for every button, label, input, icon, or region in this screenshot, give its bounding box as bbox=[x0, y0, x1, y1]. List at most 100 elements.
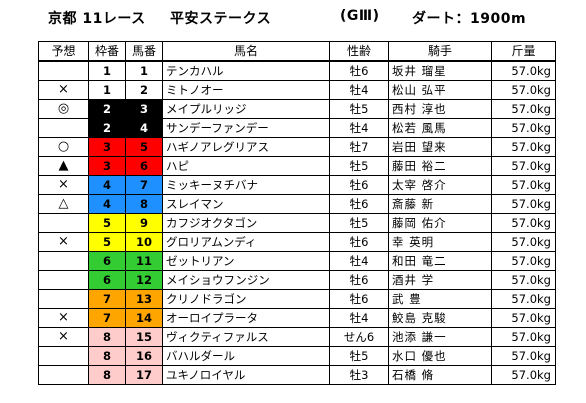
col-sex-age: 性齢 bbox=[329, 41, 389, 62]
col-frame: 枠番 bbox=[88, 41, 126, 62]
frame-number: 2 bbox=[88, 118, 126, 138]
horse-name: グロリアムンディ bbox=[162, 232, 330, 252]
table-row: × 5 10 グロリアムンディ 牡6 幸 英明 57.0kg bbox=[38, 232, 556, 252]
jockey-name: 斎藤 新 bbox=[388, 194, 492, 214]
carried-weight: 57.0kg bbox=[491, 327, 556, 347]
carried-weight: 57.0kg bbox=[491, 80, 556, 100]
sex-age: 牡6 bbox=[329, 175, 389, 195]
horse-name: バハルダール bbox=[162, 346, 330, 366]
sex-age: 牡5 bbox=[329, 156, 389, 176]
carried-weight: 57.0kg bbox=[491, 156, 556, 176]
carried-weight: 57.0kg bbox=[491, 251, 556, 271]
frame-number: 7 bbox=[88, 308, 126, 328]
table-row: 6 11 ゼットリアン 牡4 和田 竜二 57.0kg bbox=[38, 251, 556, 271]
table-row: ○ 3 5 ハギノアレグリアス 牡7 岩田 望来 57.0kg bbox=[38, 137, 556, 157]
horse-number: 16 bbox=[125, 346, 163, 366]
prediction-mark: ○ bbox=[38, 137, 89, 157]
sex-age: 牡5 bbox=[329, 99, 389, 119]
horse-number: 2 bbox=[125, 80, 163, 100]
prediction-mark: × bbox=[38, 175, 89, 195]
carried-weight: 57.0kg bbox=[491, 270, 556, 290]
horse-number: 4 bbox=[125, 118, 163, 138]
horse-name: ハギノアレグリアス bbox=[162, 137, 330, 157]
col-weight: 斤量 bbox=[491, 41, 556, 62]
jockey-name: 岩田 望来 bbox=[388, 137, 492, 157]
sex-age: 牡5 bbox=[329, 346, 389, 366]
sex-age: 牡6 bbox=[329, 232, 389, 252]
sex-age: 牡6 bbox=[329, 289, 389, 309]
jockey-name: 坂井 瑠星 bbox=[388, 60, 492, 81]
sex-age: 牡4 bbox=[329, 80, 389, 100]
horse-name: サンデーファンデー bbox=[162, 118, 330, 138]
frame-number: 1 bbox=[88, 80, 126, 100]
horse-name: ヴィクティファルス bbox=[162, 327, 330, 347]
sex-age: 牡4 bbox=[329, 118, 389, 138]
jockey-name: 和田 竜二 bbox=[388, 251, 492, 271]
horse-name: メイプルリッジ bbox=[162, 99, 330, 119]
frame-number: 6 bbox=[88, 251, 126, 271]
frame-number: 8 bbox=[88, 365, 126, 385]
horse-number: 13 bbox=[125, 289, 163, 309]
horse-name: クリノドラゴン bbox=[162, 289, 330, 309]
jockey-name: 松若 風馬 bbox=[388, 118, 492, 138]
horse-number: 15 bbox=[125, 327, 163, 347]
table-row: × 1 2 ミトノオー 牡4 松山 弘平 57.0kg bbox=[38, 80, 556, 100]
prediction-mark bbox=[38, 60, 89, 81]
table-row: 5 9 カフジオクタゴン 牡5 藤岡 佑介 57.0kg bbox=[38, 213, 556, 233]
frame-number: 3 bbox=[88, 156, 126, 176]
jockey-name: 鮫島 克駿 bbox=[388, 308, 492, 328]
horse-name: カフジオクタゴン bbox=[162, 213, 330, 233]
jockey-name: 池添 謙一 bbox=[388, 327, 492, 347]
jockey-name: 太宰 啓介 bbox=[388, 175, 492, 195]
table-row: 8 17 ユキノロイヤル 牡3 石橋 脩 57.0kg bbox=[38, 365, 556, 385]
sex-age: 牡7 bbox=[329, 137, 389, 157]
frame-number: 5 bbox=[88, 213, 126, 233]
table-row: 6 12 メイショウフンジン 牡6 酒井 学 57.0kg bbox=[38, 270, 556, 290]
horse-name: テンカハル bbox=[162, 60, 330, 81]
jockey-name: 松山 弘平 bbox=[388, 80, 492, 100]
col-prediction: 予想 bbox=[38, 41, 89, 62]
horse-number: 9 bbox=[125, 213, 163, 233]
carried-weight: 57.0kg bbox=[491, 194, 556, 214]
horse-name: ハピ bbox=[162, 156, 330, 176]
carried-weight: 57.0kg bbox=[491, 308, 556, 328]
race-header: 京都 11レース 平安ステークス (GⅢ) ダート：1900m bbox=[0, 0, 586, 34]
sex-age: せん6 bbox=[329, 327, 389, 347]
race-name: 平安ステークス bbox=[170, 11, 272, 27]
prediction-mark bbox=[38, 289, 89, 309]
horse-name: ミトノオー bbox=[162, 80, 330, 100]
horse-number: 12 bbox=[125, 270, 163, 290]
sex-age: 牡6 bbox=[329, 194, 389, 214]
carried-weight: 57.0kg bbox=[491, 346, 556, 366]
table-row: × 8 15 ヴィクティファルス せん6 池添 謙一 57.0kg bbox=[38, 327, 556, 347]
prediction-mark bbox=[38, 346, 89, 366]
prediction-mark bbox=[38, 251, 89, 271]
table-row: × 4 7 ミッキーヌチバナ 牡6 太宰 啓介 57.0kg bbox=[38, 175, 556, 195]
race-number: 京都 11レース bbox=[48, 11, 146, 27]
prediction-mark: × bbox=[38, 327, 89, 347]
header-row: 予想 枠番 馬番 馬名 性齢 騎手 斤量 bbox=[38, 41, 556, 62]
col-horse-name: 馬名 bbox=[162, 41, 330, 62]
sex-age: 牡4 bbox=[329, 251, 389, 271]
horse-name: ユキノロイヤル bbox=[162, 365, 330, 385]
carried-weight: 57.0kg bbox=[491, 365, 556, 385]
frame-number: 8 bbox=[88, 327, 126, 347]
col-horse-number: 馬番 bbox=[125, 41, 163, 62]
table-row: ◎ 2 3 メイプルリッジ 牡5 西村 淳也 57.0kg bbox=[38, 99, 556, 119]
horse-number: 3 bbox=[125, 99, 163, 119]
horse-number: 14 bbox=[125, 308, 163, 328]
race-grade: (GⅢ) bbox=[340, 8, 380, 24]
horse-name: ミッキーヌチバナ bbox=[162, 175, 330, 195]
frame-number: 4 bbox=[88, 175, 126, 195]
horse-number: 17 bbox=[125, 365, 163, 385]
jockey-name: 藤田 裕二 bbox=[388, 156, 492, 176]
frame-number: 8 bbox=[88, 346, 126, 366]
jockey-name: 水口 優也 bbox=[388, 346, 492, 366]
horse-name: メイショウフンジン bbox=[162, 270, 330, 290]
prediction-mark: × bbox=[38, 308, 89, 328]
horse-number: 10 bbox=[125, 232, 163, 252]
carried-weight: 57.0kg bbox=[491, 213, 556, 233]
prediction-mark bbox=[38, 213, 89, 233]
jockey-name: 藤岡 佑介 bbox=[388, 213, 492, 233]
jockey-name: 武 豊 bbox=[388, 289, 492, 309]
